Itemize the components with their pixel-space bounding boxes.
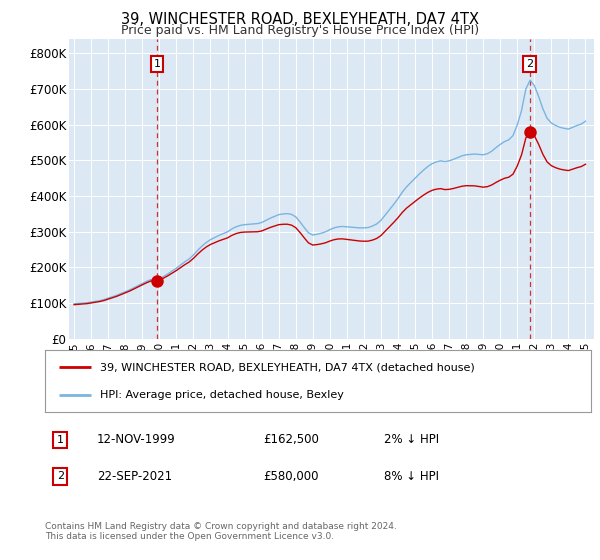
- Text: 2: 2: [57, 472, 64, 482]
- Text: HPI: Average price, detached house, Bexley: HPI: Average price, detached house, Bexl…: [100, 390, 343, 400]
- Text: £162,500: £162,500: [263, 433, 319, 446]
- Text: 8% ↓ HPI: 8% ↓ HPI: [383, 470, 439, 483]
- Text: 22-SEP-2021: 22-SEP-2021: [97, 470, 172, 483]
- Text: 39, WINCHESTER ROAD, BEXLEYHEATH, DA7 4TX: 39, WINCHESTER ROAD, BEXLEYHEATH, DA7 4T…: [121, 12, 479, 27]
- Text: 39, WINCHESTER ROAD, BEXLEYHEATH, DA7 4TX (detached house): 39, WINCHESTER ROAD, BEXLEYHEATH, DA7 4T…: [100, 362, 475, 372]
- Text: 12-NOV-1999: 12-NOV-1999: [97, 433, 176, 446]
- Text: 2: 2: [526, 59, 533, 69]
- Text: 2% ↓ HPI: 2% ↓ HPI: [383, 433, 439, 446]
- Text: 1: 1: [57, 435, 64, 445]
- Text: 1: 1: [154, 59, 161, 69]
- Text: Contains HM Land Registry data © Crown copyright and database right 2024.
This d: Contains HM Land Registry data © Crown c…: [45, 522, 397, 542]
- Text: Price paid vs. HM Land Registry's House Price Index (HPI): Price paid vs. HM Land Registry's House …: [121, 24, 479, 37]
- Text: £580,000: £580,000: [263, 470, 319, 483]
